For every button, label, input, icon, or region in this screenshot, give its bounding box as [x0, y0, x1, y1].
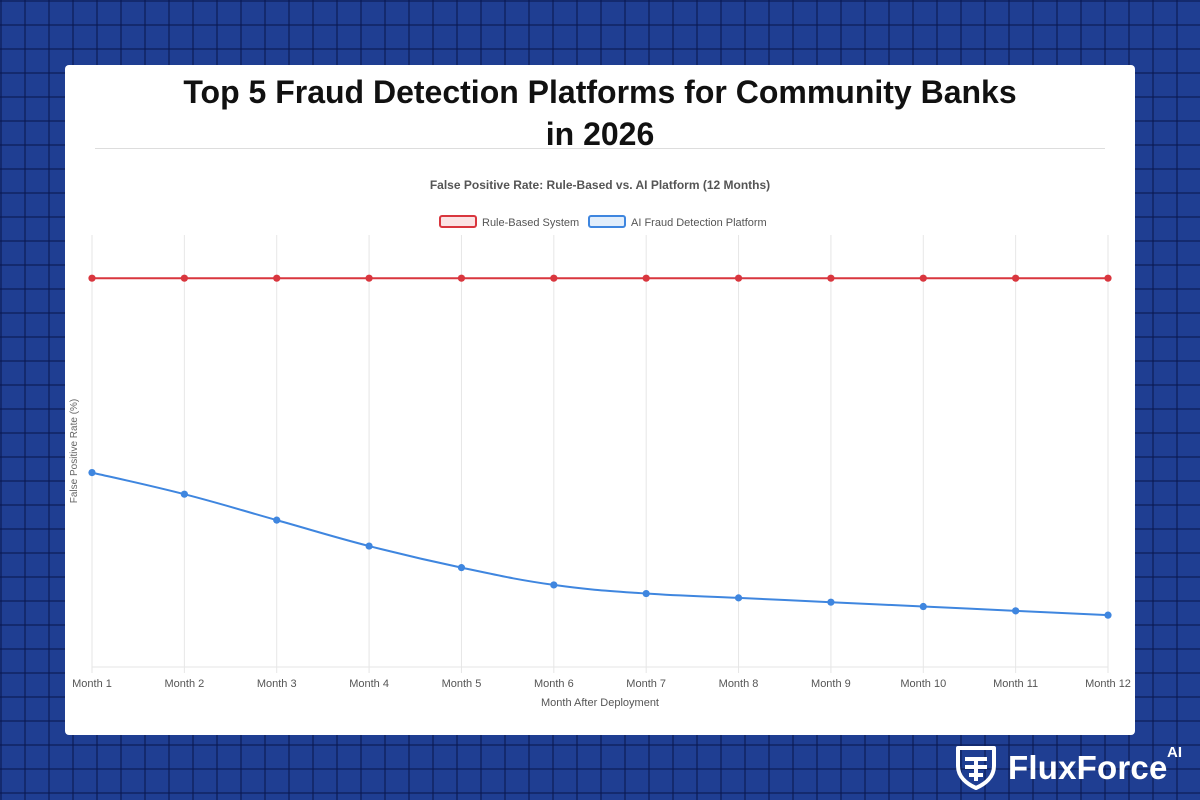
x-tick-label: Month 9	[811, 678, 851, 690]
data-point-rule-based[interactable]	[365, 274, 373, 282]
data-point-rule-based[interactable]	[734, 274, 743, 282]
brand-logo: FluxForce AI	[952, 744, 1182, 792]
data-point-ai-platform[interactable]	[919, 602, 927, 611]
legend-swatch-ai-platform	[588, 215, 626, 228]
x-tick-label: Month 1	[72, 678, 112, 690]
x-tick-label: Month 12	[1085, 678, 1131, 690]
page-title-line-1: Top 5 Fraud Detection Platforms for Comm…	[183, 74, 1017, 110]
x-axis-ticks: Month 1 Month 2 Month 3 Month 4 Month 5 Month…	[72, 678, 1131, 690]
chart-legend: Rule-Based System AI Fraud Detection Pla…	[439, 215, 767, 229]
page-title-line-2: in 2026	[545, 116, 655, 152]
data-point-rule-based[interactable]	[457, 274, 466, 282]
title-divider	[95, 148, 1105, 149]
data-point-ai-platform[interactable]	[365, 542, 373, 550]
data-point-rule-based[interactable]	[919, 274, 927, 282]
data-point-ai-platform[interactable]	[273, 516, 281, 524]
data-point-ai-platform[interactable]	[1012, 607, 1020, 615]
legend-item-rule-based[interactable]: Rule-Based System	[439, 215, 579, 229]
x-tick-label: Month 2	[164, 678, 204, 690]
chart-card: Top 5 Fraud Detection Platforms for Comm…	[65, 65, 1135, 735]
data-point-rule-based[interactable]	[827, 274, 835, 282]
data-point-ai-platform[interactable]	[642, 589, 650, 598]
line-chart: False Positive Rate: Rule-Based vs. AI P…	[69, 178, 1131, 709]
x-tick-label: Month 6	[534, 678, 574, 690]
x-tick-label: Month 5	[442, 678, 482, 690]
x-tick-label: Month 3	[257, 678, 297, 690]
series-line-ai-platform	[91, 471, 1109, 617]
series	[88, 274, 1112, 619]
shield-logo-icon	[956, 746, 996, 790]
legend-swatch-rule-based	[439, 215, 477, 228]
data-point-ai-platform[interactable]	[457, 564, 466, 572]
chart-title: False Positive Rate: Rule-Based vs. AI P…	[430, 178, 770, 192]
x-tick-label: Month 4	[349, 678, 389, 690]
brand-name: FluxForce	[1008, 749, 1168, 786]
x-tick-label: Month 7	[626, 678, 666, 690]
data-point-ai-platform[interactable]	[550, 581, 558, 589]
y-axis-label: False Positive Rate (%)	[69, 399, 80, 503]
data-point-ai-platform[interactable]	[827, 598, 835, 606]
brand-suffix: AI	[1167, 744, 1182, 761]
data-point-ai-platform[interactable]	[1104, 611, 1112, 619]
data-point-ai-platform[interactable]	[180, 490, 188, 498]
data-point-rule-based[interactable]	[88, 274, 96, 282]
data-point-rule-based[interactable]	[642, 274, 650, 282]
x-tick-label: Month 8	[719, 678, 759, 690]
page-title: Top 5 Fraud Detection Platforms for Comm…	[65, 71, 1135, 155]
grid	[91, 235, 1109, 673]
legend-label-ai-platform: AI Fraud Detection Platform	[631, 217, 767, 229]
x-axis-label: Month After Deployment	[541, 697, 659, 709]
legend-label-rule-based: Rule-Based System	[482, 217, 579, 229]
data-point-rule-based[interactable]	[1104, 274, 1112, 282]
x-tick-label: Month 11	[993, 678, 1038, 690]
x-tick-label: Month 10	[900, 678, 946, 690]
data-point-rule-based[interactable]	[273, 274, 281, 282]
data-point-ai-platform[interactable]	[88, 469, 96, 477]
data-point-rule-based[interactable]	[550, 274, 558, 282]
data-point-rule-based[interactable]	[180, 274, 188, 282]
data-point-ai-platform[interactable]	[734, 594, 743, 602]
legend-item-ai-platform[interactable]: AI Fraud Detection Platform	[588, 215, 767, 229]
data-point-rule-based[interactable]	[1012, 274, 1020, 282]
